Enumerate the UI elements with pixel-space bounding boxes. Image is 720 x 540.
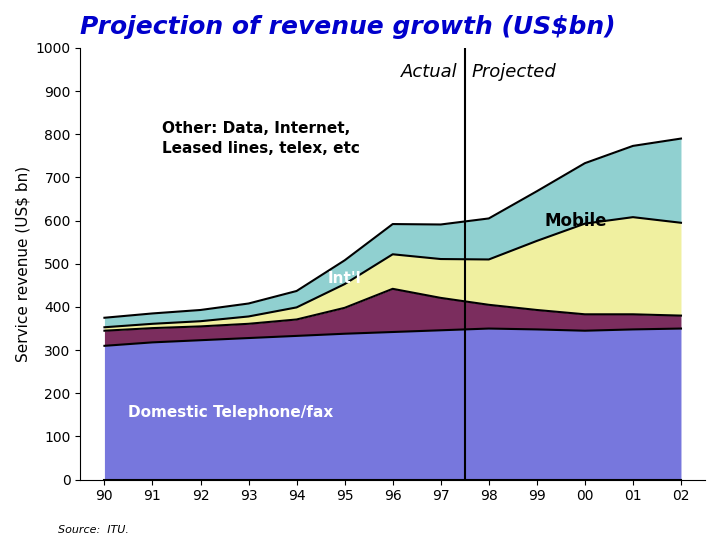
Text: Projected: Projected <box>472 63 557 81</box>
Text: Actual: Actual <box>401 63 458 81</box>
Text: Source:  ITU.: Source: ITU. <box>58 524 128 535</box>
Text: Mobile: Mobile <box>544 212 606 230</box>
Text: Other: Data, Internet,
Leased lines, telex, etc: Other: Data, Internet, Leased lines, tel… <box>162 121 360 156</box>
Text: Int'l: Int'l <box>328 272 361 286</box>
Y-axis label: Service revenue (US$ bn): Service revenue (US$ bn) <box>15 166 30 362</box>
Text: Projection of revenue growth (US$bn): Projection of revenue growth (US$bn) <box>81 15 616 39</box>
Text: Domestic Telephone/fax: Domestic Telephone/fax <box>128 405 333 420</box>
